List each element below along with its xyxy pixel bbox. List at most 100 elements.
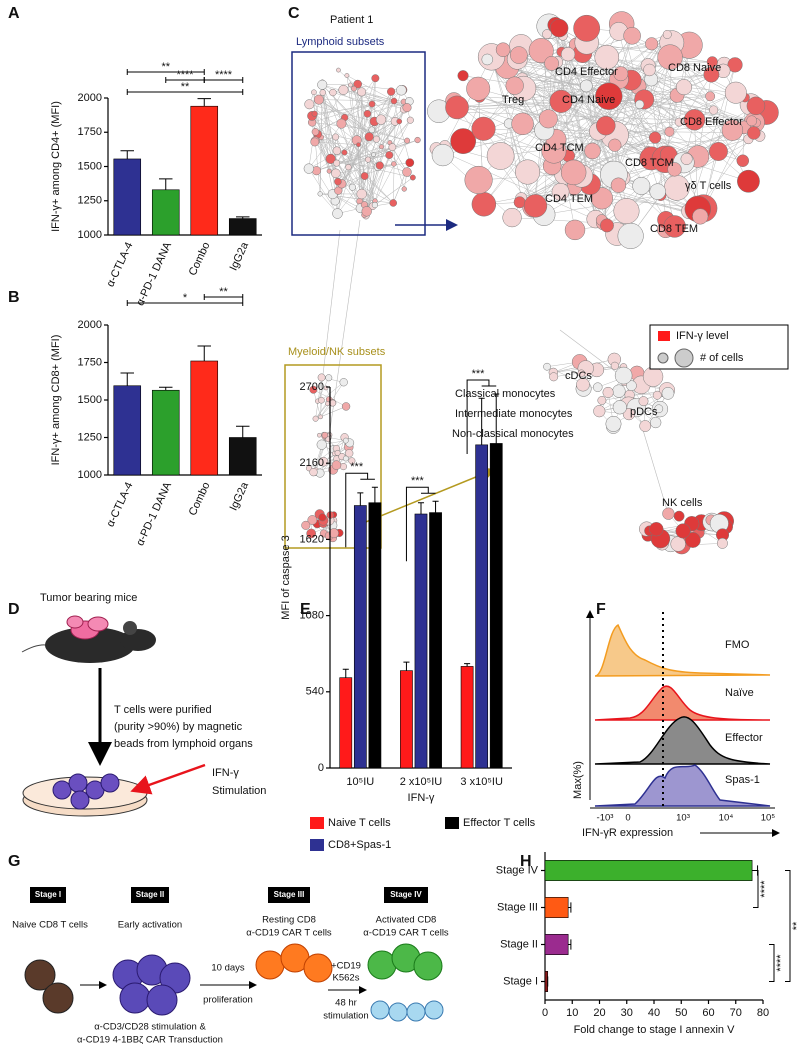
- edge: [521, 131, 670, 199]
- node: [466, 76, 491, 101]
- node: [319, 89, 327, 96]
- node: [649, 522, 664, 537]
- edge: [361, 91, 408, 108]
- histogram-naive: [594, 685, 771, 721]
- legend-label: # of cells: [700, 352, 744, 364]
- step-text: beads from lymphoid organs: [114, 738, 253, 750]
- node-label: Treg: [502, 94, 524, 106]
- node: [577, 369, 586, 378]
- step-text: proliferation: [203, 995, 253, 1006]
- error-bar: [197, 98, 211, 107]
- node: [664, 126, 675, 137]
- node: [746, 96, 766, 116]
- edge: [320, 406, 347, 418]
- histogram-fmo: [594, 623, 771, 677]
- node: [549, 372, 559, 382]
- node: [329, 88, 337, 97]
- node: [638, 396, 649, 407]
- node: [457, 70, 469, 82]
- x-tick-label: 10⁴: [719, 813, 734, 824]
- node: [348, 82, 353, 88]
- x-tick-label: 40: [648, 1007, 660, 1019]
- node: [345, 164, 352, 171]
- node: [311, 110, 318, 117]
- node: [649, 183, 666, 200]
- edge: [697, 74, 712, 157]
- edge: [359, 91, 362, 202]
- significance-bracket: [203, 294, 244, 300]
- node: [379, 144, 385, 150]
- node: [328, 528, 339, 539]
- cell: [303, 953, 333, 983]
- bar: [414, 513, 428, 769]
- track-label: Spas-1: [725, 774, 760, 786]
- node: [405, 158, 415, 168]
- x-tick-label: 50: [675, 1007, 687, 1019]
- node: [513, 196, 526, 209]
- x-tick-label: 10⁵: [761, 813, 776, 824]
- cell: [52, 780, 72, 800]
- node: [617, 222, 644, 249]
- node: [684, 532, 701, 548]
- node: [333, 159, 341, 167]
- edge: [444, 56, 492, 147]
- node: [311, 128, 320, 136]
- node: [396, 85, 407, 96]
- box-label: Myeloid/NK subsets: [288, 346, 386, 358]
- node: [675, 79, 693, 96]
- edge: [598, 70, 724, 132]
- node: [317, 191, 323, 197]
- error-bar: [493, 393, 500, 444]
- y-tick-label: 1620: [300, 533, 324, 545]
- edge: [329, 219, 361, 431]
- node: [505, 76, 524, 95]
- edge: [366, 166, 379, 212]
- edge: [344, 117, 376, 202]
- node-label: CD8 Naive: [668, 62, 721, 74]
- node: [680, 152, 693, 165]
- edge: [507, 66, 680, 123]
- cell: [42, 982, 74, 1014]
- edge: [322, 84, 405, 110]
- y-axis-label: IFN-γ+ among CD8+ (MFI): [50, 335, 62, 466]
- node-label: cDCs: [565, 370, 592, 382]
- edge: [321, 382, 344, 401]
- node: [339, 378, 348, 387]
- x-tick-label: IgG2a: [228, 480, 252, 513]
- node: [495, 42, 511, 58]
- node: [675, 523, 691, 539]
- edge: [389, 120, 411, 143]
- bar: [429, 512, 442, 769]
- significance-bracket: [769, 944, 775, 982]
- node: [389, 199, 397, 207]
- edge: [548, 54, 569, 119]
- node: [600, 218, 614, 233]
- node: [431, 144, 454, 167]
- edge: [606, 57, 615, 175]
- node: [313, 94, 324, 105]
- cell: [100, 773, 120, 793]
- legend-label: IFN-γ level: [676, 330, 729, 342]
- cell: [388, 1002, 408, 1022]
- legend-label: Naive T cells: [328, 817, 391, 829]
- edge: [315, 131, 394, 204]
- edge: [315, 377, 322, 419]
- cell: [70, 790, 90, 810]
- node: [632, 176, 651, 195]
- x-tick-label: 0: [542, 1007, 548, 1019]
- legend-box: [649, 324, 789, 370]
- node: [590, 187, 613, 210]
- edge: [314, 101, 404, 114]
- error-bar: [568, 939, 572, 950]
- node: [321, 431, 329, 439]
- edge: [316, 146, 393, 171]
- edge: [313, 92, 315, 114]
- error-bar: [568, 902, 572, 913]
- step-text: K562s: [333, 973, 360, 984]
- node: [336, 118, 347, 129]
- node: [674, 117, 684, 127]
- node: [464, 165, 493, 195]
- node: [623, 27, 641, 45]
- node: [401, 186, 407, 192]
- node: [706, 56, 718, 68]
